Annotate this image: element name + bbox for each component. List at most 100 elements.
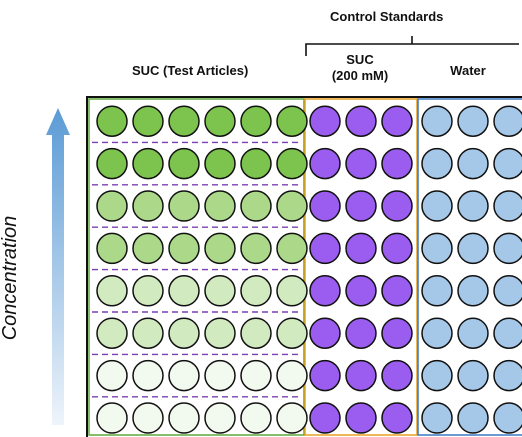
water-control-well [493, 232, 522, 265]
suc-control-well [345, 190, 377, 222]
test-article-well [276, 232, 308, 265]
test-article-well [240, 359, 272, 392]
water-control-well [421, 190, 453, 222]
test-article-well [96, 147, 128, 180]
test-article-well [168, 147, 200, 180]
water-control-well [493, 402, 522, 434]
test-article-well [240, 275, 272, 307]
suc-control-well [381, 359, 413, 392]
test-article-well [132, 402, 164, 434]
test-article-well [240, 317, 272, 349]
suc-control-well [309, 275, 341, 307]
test-article-well [276, 359, 308, 392]
well-plate [86, 96, 522, 437]
test-article-well [96, 317, 128, 349]
test-article-well [96, 105, 128, 137]
suc-control-label: SUC (200 mM) [320, 52, 400, 84]
test-article-well [240, 105, 272, 137]
suc-control-well [381, 147, 413, 180]
test-article-well [132, 359, 164, 392]
suc-control-well [381, 402, 413, 434]
test-article-well [132, 147, 164, 180]
test-article-well [276, 190, 308, 222]
suc-control-well [345, 402, 377, 434]
water-control-well [457, 190, 489, 222]
water-control-well [457, 275, 489, 307]
water-control-well [421, 232, 453, 265]
test-article-well [168, 275, 200, 307]
water-label: Water [450, 63, 486, 78]
water-control-well [457, 402, 489, 434]
test-article-well [204, 359, 236, 392]
test-article-well [204, 232, 236, 265]
test-article-well [240, 147, 272, 180]
test-article-well [168, 402, 200, 434]
water-control-well [493, 105, 522, 137]
water-control-well [421, 359, 453, 392]
suc-control-well [345, 232, 377, 265]
suc-test-articles-label: SUC (Test Articles) [132, 63, 249, 78]
test-article-well [204, 147, 236, 180]
suc-control-well [345, 275, 377, 307]
suc-control-region [304, 98, 418, 436]
water-control-well [493, 190, 522, 222]
water-control-well [493, 275, 522, 307]
suc-control-well [309, 232, 341, 265]
suc-control-well [381, 317, 413, 349]
test-article-well [276, 105, 308, 137]
test-article-well [132, 190, 164, 222]
water-control-well [421, 275, 453, 307]
suc-control-well [381, 190, 413, 222]
test-article-well [96, 402, 128, 434]
bracket-line [305, 36, 519, 56]
water-control-well [421, 147, 453, 180]
test-articles-region [88, 98, 305, 436]
test-article-well [240, 402, 272, 434]
test-article-well [204, 105, 236, 137]
control-standards-title: Control Standards [330, 9, 444, 24]
water-control-well [457, 147, 489, 180]
test-article-well [204, 275, 236, 307]
test-article-well [168, 105, 200, 137]
test-article-well [168, 190, 200, 222]
water-control-well [457, 317, 489, 349]
test-article-well [204, 190, 236, 222]
test-article-well [168, 359, 200, 392]
water-control-well [421, 402, 453, 434]
suc-control-well [309, 402, 341, 434]
test-article-well [240, 190, 272, 222]
test-article-well [96, 232, 128, 265]
test-article-well [276, 275, 308, 307]
test-article-well [132, 232, 164, 265]
suc-control-well [345, 105, 377, 137]
water-control-region [417, 98, 522, 436]
suc-control-well [309, 359, 341, 392]
test-article-well [96, 190, 128, 222]
test-article-well [168, 317, 200, 349]
test-article-well [96, 359, 128, 392]
water-control-well [493, 147, 522, 180]
suc-control-well [381, 232, 413, 265]
water-control-well [457, 232, 489, 265]
test-article-well [132, 317, 164, 349]
suc-control-well [309, 147, 341, 180]
suc-control-label-line2: (200 mM) [331, 68, 389, 83]
water-control-well [421, 105, 453, 137]
suc-control-well [345, 147, 377, 180]
test-article-well [132, 105, 164, 137]
suc-control-well [381, 275, 413, 307]
test-article-well [276, 317, 308, 349]
test-article-well [96, 275, 128, 307]
suc-control-well [345, 317, 377, 349]
suc-control-well [345, 359, 377, 392]
water-control-well [421, 317, 453, 349]
water-control-well [457, 359, 489, 392]
suc-control-label-line1: SUC [346, 52, 374, 67]
test-article-well [204, 402, 236, 434]
test-article-well [132, 275, 164, 307]
test-article-well [240, 232, 272, 265]
concentration-arrow [46, 108, 70, 425]
test-article-well [204, 317, 236, 349]
suc-control-well [381, 105, 413, 137]
